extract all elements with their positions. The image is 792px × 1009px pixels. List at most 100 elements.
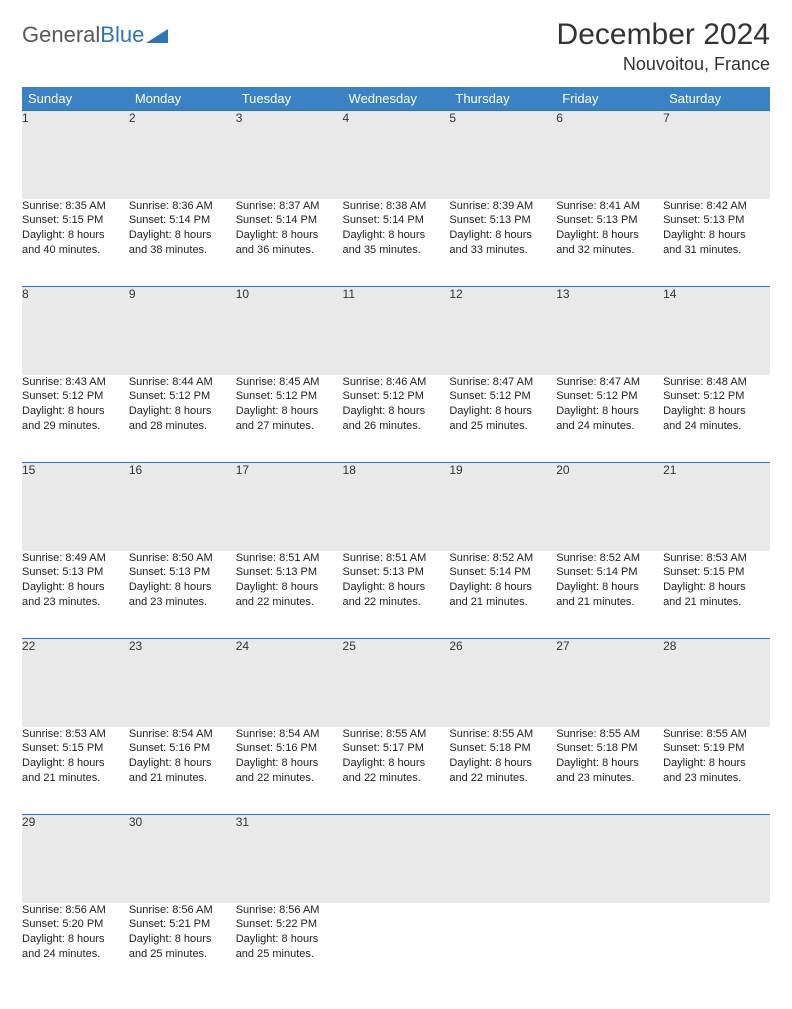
sunset-text: Sunset: 5:13 PM [556, 213, 663, 228]
sunset-text: Sunset: 5:13 PM [343, 565, 450, 580]
daylight-text-2: and 33 minutes. [449, 243, 556, 258]
daylight-text-2: and 21 minutes. [129, 771, 236, 786]
sunrise-text: Sunrise: 8:56 AM [236, 903, 343, 918]
day-number-cell [663, 815, 770, 903]
day-number-row: 293031 [22, 815, 770, 903]
calendar-table: Sunday Monday Tuesday Wednesday Thursday… [22, 87, 770, 991]
weekday-header-row: Sunday Monday Tuesday Wednesday Thursday… [22, 87, 770, 111]
daylight-text-1: Daylight: 8 hours [236, 580, 343, 595]
daylight-text-1: Daylight: 8 hours [556, 756, 663, 771]
daylight-text-1: Daylight: 8 hours [236, 756, 343, 771]
daylight-text-1: Daylight: 8 hours [343, 580, 450, 595]
daylight-text-1: Daylight: 8 hours [556, 404, 663, 419]
day-number-cell: 28 [663, 639, 770, 727]
daylight-text-1: Daylight: 8 hours [22, 580, 129, 595]
day-data-cell: Sunrise: 8:48 AMSunset: 5:12 PMDaylight:… [663, 375, 770, 463]
day-data-cell [556, 903, 663, 991]
title-block: December 2024 Nouvoitou, France [557, 18, 770, 75]
day-data-cell: Sunrise: 8:44 AMSunset: 5:12 PMDaylight:… [129, 375, 236, 463]
sunrise-text: Sunrise: 8:51 AM [236, 551, 343, 566]
sunrise-text: Sunrise: 8:42 AM [663, 199, 770, 214]
day-number-cell: 24 [236, 639, 343, 727]
day-data-cell: Sunrise: 8:55 AMSunset: 5:19 PMDaylight:… [663, 727, 770, 815]
daylight-text-1: Daylight: 8 hours [22, 404, 129, 419]
day-number-row: 1234567 [22, 111, 770, 199]
day-data-cell [343, 903, 450, 991]
daylight-text-2: and 24 minutes. [22, 947, 129, 962]
weekday-header: Sunday [22, 87, 129, 111]
day-number-cell [556, 815, 663, 903]
daylight-text-2: and 23 minutes. [663, 771, 770, 786]
daylight-text-1: Daylight: 8 hours [236, 932, 343, 947]
day-data-row: Sunrise: 8:35 AMSunset: 5:15 PMDaylight:… [22, 199, 770, 287]
month-title: December 2024 [557, 18, 770, 52]
sunrise-text: Sunrise: 8:37 AM [236, 199, 343, 214]
weekday-header: Friday [556, 87, 663, 111]
page-header: GeneralBlue December 2024 Nouvoitou, Fra… [22, 18, 770, 75]
day-number-cell: 14 [663, 287, 770, 375]
day-data-cell: Sunrise: 8:56 AMSunset: 5:20 PMDaylight:… [22, 903, 129, 991]
daylight-text-1: Daylight: 8 hours [236, 228, 343, 243]
day-data-cell: Sunrise: 8:41 AMSunset: 5:13 PMDaylight:… [556, 199, 663, 287]
day-number-cell: 19 [449, 463, 556, 551]
sunrise-text: Sunrise: 8:52 AM [449, 551, 556, 566]
sunrise-text: Sunrise: 8:46 AM [343, 375, 450, 390]
weekday-header: Monday [129, 87, 236, 111]
weekday-header: Wednesday [343, 87, 450, 111]
daylight-text-2: and 23 minutes. [22, 595, 129, 610]
daylight-text-2: and 22 minutes. [449, 771, 556, 786]
sunset-text: Sunset: 5:17 PM [343, 741, 450, 756]
sunrise-text: Sunrise: 8:48 AM [663, 375, 770, 390]
daylight-text-2: and 24 minutes. [556, 419, 663, 434]
sunset-text: Sunset: 5:12 PM [343, 389, 450, 404]
day-number-cell: 9 [129, 287, 236, 375]
sunrise-text: Sunrise: 8:44 AM [129, 375, 236, 390]
daylight-text-1: Daylight: 8 hours [663, 228, 770, 243]
daylight-text-1: Daylight: 8 hours [449, 404, 556, 419]
sunrise-text: Sunrise: 8:45 AM [236, 375, 343, 390]
daylight-text-2: and 38 minutes. [129, 243, 236, 258]
daylight-text-2: and 22 minutes. [343, 771, 450, 786]
day-number-row: 891011121314 [22, 287, 770, 375]
day-data-cell: Sunrise: 8:54 AMSunset: 5:16 PMDaylight:… [236, 727, 343, 815]
daylight-text-1: Daylight: 8 hours [129, 580, 236, 595]
daylight-text-2: and 25 minutes. [236, 947, 343, 962]
day-number-cell: 12 [449, 287, 556, 375]
sunset-text: Sunset: 5:18 PM [449, 741, 556, 756]
sunset-text: Sunset: 5:14 PM [556, 565, 663, 580]
sunrise-text: Sunrise: 8:49 AM [22, 551, 129, 566]
day-number-cell: 18 [343, 463, 450, 551]
sunrise-text: Sunrise: 8:47 AM [449, 375, 556, 390]
sunrise-text: Sunrise: 8:50 AM [129, 551, 236, 566]
daylight-text-1: Daylight: 8 hours [663, 580, 770, 595]
day-number-row: 15161718192021 [22, 463, 770, 551]
sunset-text: Sunset: 5:12 PM [129, 389, 236, 404]
day-number-cell: 26 [449, 639, 556, 727]
day-number-row: 22232425262728 [22, 639, 770, 727]
day-data-cell: Sunrise: 8:51 AMSunset: 5:13 PMDaylight:… [236, 551, 343, 639]
sunset-text: Sunset: 5:12 PM [449, 389, 556, 404]
daylight-text-2: and 28 minutes. [129, 419, 236, 434]
day-data-cell: Sunrise: 8:55 AMSunset: 5:18 PMDaylight:… [449, 727, 556, 815]
sunset-text: Sunset: 5:18 PM [556, 741, 663, 756]
daylight-text-2: and 23 minutes. [129, 595, 236, 610]
day-data-cell: Sunrise: 8:46 AMSunset: 5:12 PMDaylight:… [343, 375, 450, 463]
day-data-cell: Sunrise: 8:35 AMSunset: 5:15 PMDaylight:… [22, 199, 129, 287]
daylight-text-1: Daylight: 8 hours [129, 932, 236, 947]
day-number-cell: 16 [129, 463, 236, 551]
sunset-text: Sunset: 5:22 PM [236, 917, 343, 932]
sunrise-text: Sunrise: 8:51 AM [343, 551, 450, 566]
day-data-cell [449, 903, 556, 991]
daylight-text-1: Daylight: 8 hours [449, 228, 556, 243]
daylight-text-2: and 22 minutes. [236, 595, 343, 610]
sunrise-text: Sunrise: 8:56 AM [129, 903, 236, 918]
day-number-cell: 6 [556, 111, 663, 199]
sunset-text: Sunset: 5:15 PM [22, 213, 129, 228]
sunrise-text: Sunrise: 8:56 AM [22, 903, 129, 918]
sunrise-text: Sunrise: 8:53 AM [22, 727, 129, 742]
sunrise-text: Sunrise: 8:41 AM [556, 199, 663, 214]
sunset-text: Sunset: 5:13 PM [449, 213, 556, 228]
day-number-cell: 7 [663, 111, 770, 199]
day-data-cell: Sunrise: 8:56 AMSunset: 5:22 PMDaylight:… [236, 903, 343, 991]
daylight-text-2: and 21 minutes. [449, 595, 556, 610]
